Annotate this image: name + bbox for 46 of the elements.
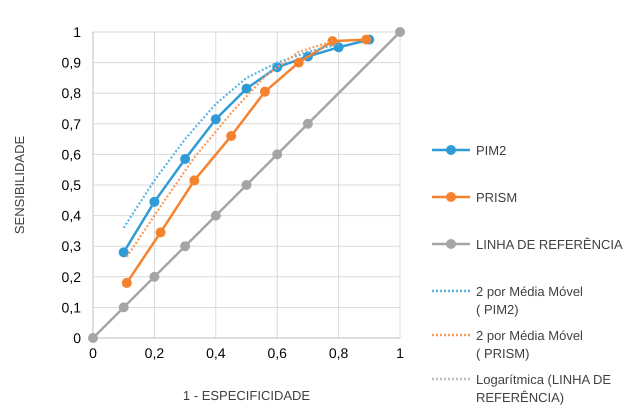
legend-label: 2 por Média Móvel ( PIM2): [476, 284, 584, 317]
point: [242, 84, 252, 94]
point: [302, 118, 313, 129]
point: [156, 227, 166, 238]
y-axis-title: SENSIBILIDADE: [12, 136, 27, 234]
y-tick-label: 0,1: [62, 299, 82, 316]
x-tick-label: 0: [89, 345, 98, 361]
y-tick-label: 0,7: [62, 116, 82, 132]
x-tick-label: 0,4: [206, 345, 226, 361]
y-tick-label: 0: [73, 330, 82, 346]
point: [242, 180, 252, 190]
y-tick-label: 0,8: [62, 85, 82, 102]
point: [180, 241, 190, 252]
point: [210, 210, 221, 221]
point: [149, 196, 160, 207]
y-tick-label: 0,9: [62, 54, 82, 71]
point: [88, 333, 98, 343]
point: [395, 27, 405, 37]
point: [118, 302, 129, 312]
legend-label: 2 por Média Móvel ( PRISM): [476, 328, 584, 361]
legend-label: LINHA DE REFERÊNCIA: [476, 237, 623, 252]
x-tick-label: 0,8: [328, 345, 349, 361]
legend-label: Logarítmica (LINHA DE REFERÊNCIA): [476, 372, 612, 405]
y-tick-label: 1: [73, 24, 82, 40]
y-tick-label: 0,2: [62, 268, 82, 285]
point: [226, 131, 236, 142]
x-tick-label: 1: [396, 345, 404, 361]
x-tick-label: 0,6: [267, 345, 288, 361]
point: [122, 278, 132, 288]
point: [294, 58, 304, 68]
point: [272, 149, 282, 160]
y-tick-label: 0,3: [62, 238, 82, 254]
point: [210, 114, 221, 124]
point: [149, 272, 160, 282]
legend-label: PIM2: [476, 143, 506, 158]
point: [118, 247, 129, 258]
y-tick-label: 0,5: [62, 177, 82, 193]
x-tick-label: 0,2: [144, 345, 164, 361]
point: [361, 34, 372, 45]
point: [180, 154, 190, 164]
point: [260, 86, 270, 97]
y-tick-label: 0,4: [62, 208, 82, 224]
y-tick-label: 0,6: [62, 146, 82, 162]
x-axis-title: 1 - ESPECIFICIDADE: [182, 388, 310, 403]
point: [189, 175, 200, 186]
legend-label: PRISM: [476, 190, 518, 205]
